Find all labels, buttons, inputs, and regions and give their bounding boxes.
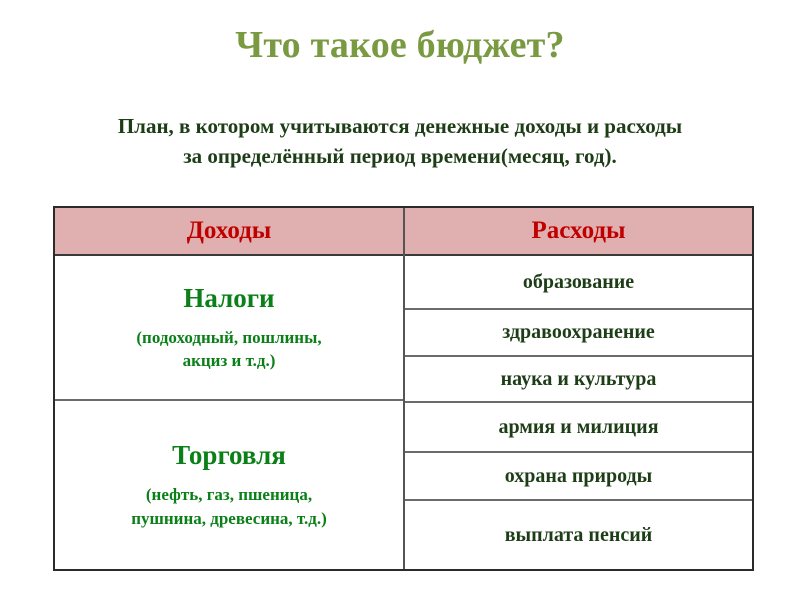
income-cell-taxes: Налоги (подоходный, пошлины, акциз и т.д… <box>55 256 403 401</box>
definition-line-1: План, в котором учитываются денежные дох… <box>117 114 683 138</box>
expense-row-education: образование <box>405 256 752 310</box>
income-taxes-details: (подоходный, пошлины, акциз и т.д.) <box>136 326 321 373</box>
income-trade-details-line-1: (нефть, газ, пшеница, <box>145 485 313 505</box>
income-taxes-details-line-1: (подоходный, пошлины, <box>136 327 322 347</box>
table-header-expense: Расходы <box>405 208 752 256</box>
expense-row-healthcare: здравоохранение <box>405 310 752 357</box>
expense-row-army-police: армия и милиция <box>405 403 752 453</box>
expense-column: Расходы образование здравоохранение наук… <box>405 208 752 569</box>
expense-row-science-culture: наука и культура <box>405 357 752 403</box>
page-title: Что такое бюджет? <box>235 24 565 66</box>
definition-line-2: за определённый период времени(месяц, го… <box>183 143 617 168</box>
budget-definition: План, в котором учитываются денежные дох… <box>30 112 770 172</box>
table-header-income: Доходы <box>55 208 403 256</box>
income-trade-details-line-2: пушнина, древесина, т.д.) <box>131 508 327 528</box>
income-trade-title: Торговля <box>172 440 286 471</box>
income-taxes-details-line-2: акциз и т.д.) <box>182 351 276 371</box>
expense-row-pensions: выплата пенсий <box>504 523 653 546</box>
budget-table: Доходы Налоги (подоходный, пошлины, акци… <box>53 206 754 571</box>
expense-row-nature-protection: охрана природы <box>405 453 752 501</box>
income-taxes-title: Налоги <box>183 282 275 313</box>
table-grid: Доходы Налоги (подоходный, пошлины, акци… <box>55 208 752 569</box>
income-trade-details: (нефть, газ, пшеница, пушнина, древесина… <box>131 483 327 530</box>
income-column: Доходы Налоги (подоходный, пошлины, акци… <box>55 208 405 569</box>
income-cell-trade: Торговля (нефть, газ, пшеница, пушнина, … <box>55 401 403 569</box>
